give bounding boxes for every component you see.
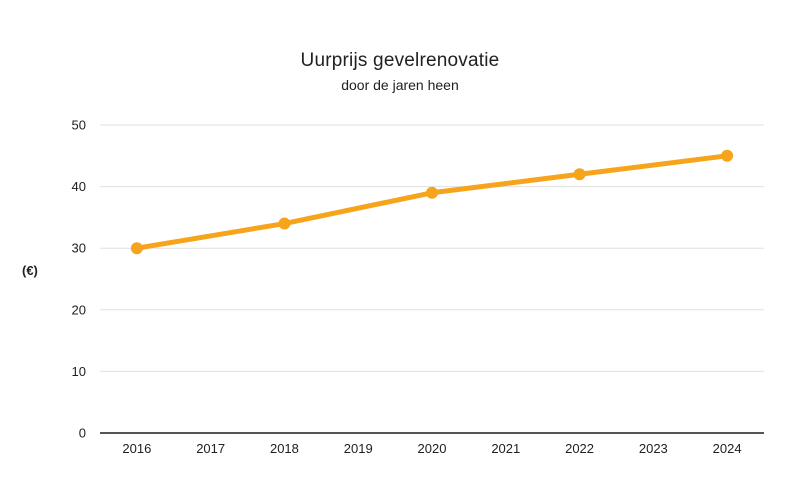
x-tick-label: 2022 <box>565 441 594 456</box>
y-axis-label: (€) <box>22 263 38 278</box>
chart-subtitle: door de jaren heen <box>341 77 459 93</box>
x-tick-label: 2018 <box>270 441 299 456</box>
x-tick-label: 2016 <box>122 441 151 456</box>
x-tick-label: 2017 <box>196 441 225 456</box>
y-tick-label: 10 <box>72 364 86 379</box>
data-point[interactable] <box>721 149 734 162</box>
x-tick-label: 2019 <box>344 441 373 456</box>
x-tick-label: 2020 <box>418 441 447 456</box>
chart-title: Uurprijs gevelrenovatie <box>300 50 500 71</box>
series-line <box>134 153 730 251</box>
data-point[interactable] <box>426 186 438 199</box>
y-tick-label: 0 <box>79 426 86 441</box>
data-point[interactable] <box>573 168 586 181</box>
x-tick-label: 2024 <box>713 441 742 456</box>
y-tick-label: 40 <box>72 179 86 194</box>
data-point[interactable] <box>278 217 291 230</box>
y-tick-label: 50 <box>72 118 86 133</box>
y-tick-label: 20 <box>72 302 86 317</box>
y-tick-label: 30 <box>72 241 86 256</box>
data-point[interactable] <box>130 242 143 255</box>
x-tick-label: 2021 <box>491 441 520 456</box>
x-tick-label: 2023 <box>639 441 668 456</box>
